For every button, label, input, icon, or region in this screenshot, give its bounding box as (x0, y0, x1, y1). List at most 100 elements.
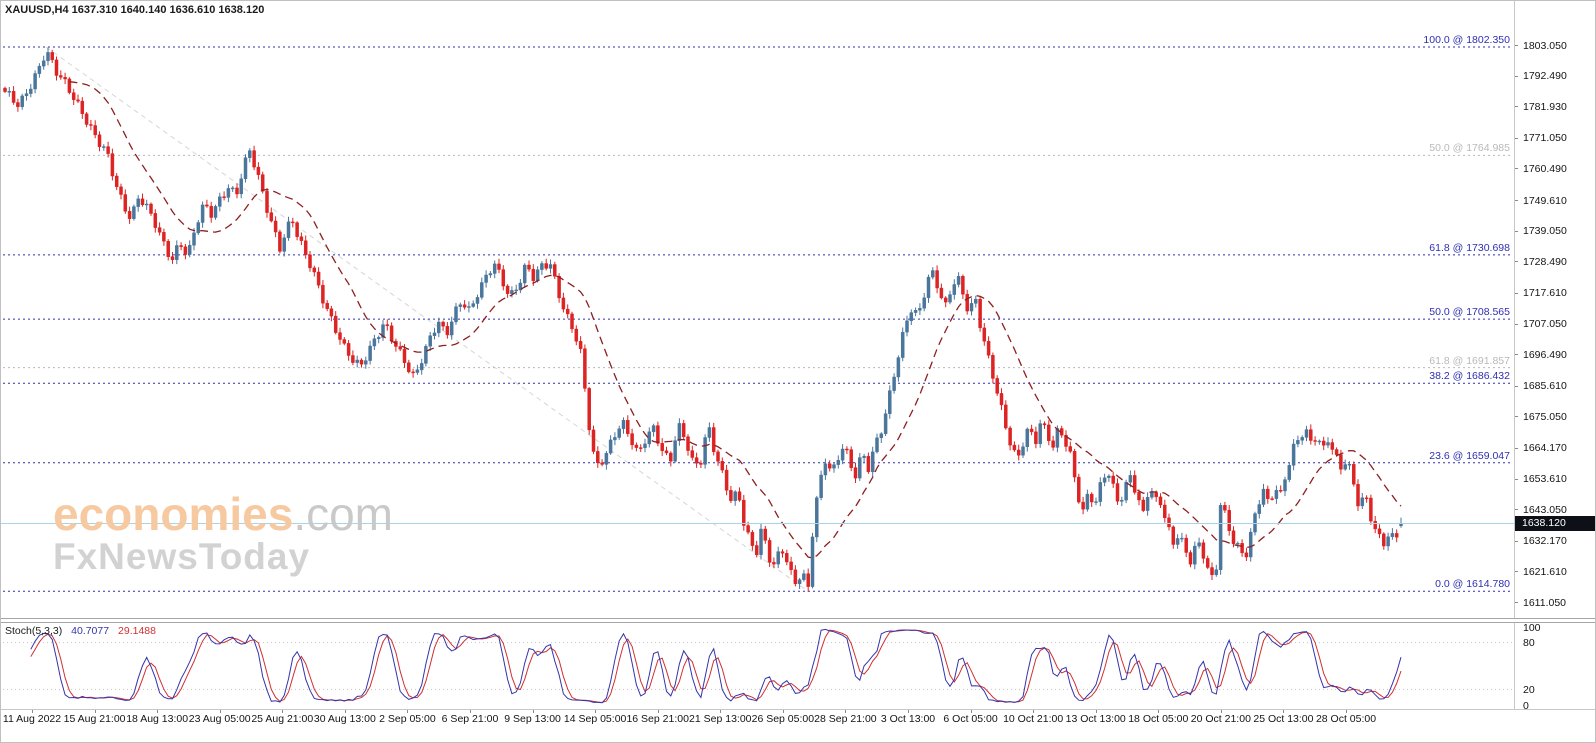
price-axis-separator (1514, 1, 1515, 709)
time-axis-label: 9 Sep 13:00 (504, 713, 561, 725)
fib-level-label: 50.0 @ 1764.985 (1429, 142, 1510, 155)
price-axis-tickmark (1514, 137, 1518, 139)
price-axis-tick-label: 1696.490 (1523, 348, 1567, 361)
price-axis-tickmark (1514, 261, 1518, 263)
time-axis-label: 3 Oct 13:00 (880, 713, 936, 725)
time-axis-label: 28 Sep 21:00 (814, 713, 877, 725)
candlestick-chart-canvas[interactable] (1, 1, 1514, 618)
time-axis-tickmark (407, 709, 409, 713)
price-axis-tickmark (1514, 478, 1518, 480)
watermark-tagline: FxNewsToday (53, 535, 311, 577)
time-axis-tickmark (470, 709, 471, 713)
price-axis-tickmark (1514, 571, 1518, 573)
watermark-brand: economies (53, 488, 294, 540)
price-axis-tick-label: 1781.930 (1523, 100, 1567, 113)
chart-symbol-ohlc: XAUUSD,H4 1637.310 1640.140 1636.610 163… (5, 4, 265, 16)
time-axis-tickmark (344, 709, 346, 713)
time-axis-tickmark (282, 709, 284, 713)
price-axis-tick-label: 1717.610 (1523, 287, 1567, 300)
stoch-axis-label: 80 (1523, 637, 1535, 650)
main-chart-panel[interactable]: economies.com FxNewsToday XAUUSD,H4 1637… (1, 1, 1514, 618)
price-axis-tickmark (1514, 200, 1518, 202)
price-axis-tick-label: 1621.610 (1523, 565, 1567, 578)
time-axis-tickmark (845, 709, 847, 713)
time-axis-label: 10 Oct 21:00 (1003, 713, 1064, 725)
time-axis-label: 21 Sep 13:00 (689, 713, 752, 725)
time-axis-label: 30 Aug 13:00 (313, 713, 376, 725)
time-axis[interactable]: 11 Aug 2022 15 Aug 21:00 18 Aug 13:00 23 Au… (1, 709, 1595, 742)
time-axis-label: 14 Sep 05:00 (563, 713, 627, 725)
time-axis-label: 6 Sep 21:00 (441, 713, 499, 725)
time-axis-tickmark (720, 709, 722, 713)
stochastic-panel[interactable]: Stoch(5,3,3) 40.7077 29.1488 (1, 623, 1514, 709)
time-axis-label: 16 Sep 21:00 (626, 713, 689, 725)
price-axis-tick-label: 1707.050 (1523, 318, 1567, 330)
price-axis-tickmark (1514, 75, 1518, 77)
time-axis-label: 23 Aug 05:00 (188, 713, 251, 725)
price-axis-tickmark (1514, 168, 1518, 170)
time-axis-label: 13 Oct 13:00 (1065, 713, 1126, 725)
time-axis-tickmark (1346, 709, 1347, 713)
price-axis-tick-label: 1664.170 (1523, 442, 1567, 455)
price-axis-tickmark (1514, 45, 1518, 46)
price-axis-tickmark (1514, 447, 1518, 449)
time-axis-label: 2 Sep 05:00 (379, 713, 436, 725)
time-axis-tickmark (782, 709, 784, 713)
time-axis-tickmark (32, 709, 33, 713)
price-axis-tickmark (1514, 106, 1518, 108)
fib-trendline[interactable] (45, 46, 809, 592)
time-axis-label: 15 Aug 21:00 (63, 713, 126, 725)
price-axis-tickmark (1514, 385, 1518, 387)
time-axis-tickmark (595, 709, 597, 713)
price-axis-tickmark (1514, 602, 1518, 603)
stoch-main-line (30, 628, 1402, 704)
stochastic-canvas[interactable] (1, 623, 1514, 709)
stoch-main-value: 40.7077 (71, 625, 110, 637)
fib-level-label: 100.0 @ 1802.350 (1423, 34, 1510, 47)
fib-level-label: 61.8 @ 1730.698 (1429, 241, 1510, 254)
price-axis-tick-label: 1749.610 (1523, 194, 1567, 207)
time-axis-tickmark (219, 709, 221, 713)
time-axis-label: 25 Oct 13:00 (1253, 713, 1314, 725)
time-axis-label: 28 Oct 05:00 (1315, 713, 1377, 725)
price-axis-tick-label: 1760.490 (1523, 162, 1567, 175)
time-axis-tickmark (1220, 709, 1222, 713)
current-price-badge: 1638.120 (1515, 515, 1595, 531)
stoch-label: Stoch(5,3,3) (5, 625, 63, 637)
price-axis-tick-label: 1685.610 (1523, 380, 1567, 393)
fib-level-label: 23.6 @ 1659.047 (1429, 449, 1510, 462)
time-axis-tickmark (908, 709, 909, 713)
price-axis-tickmark (1514, 323, 1518, 325)
watermark: economies.com FxNewsToday (53, 491, 393, 576)
time-axis-label: 18 Oct 05:00 (1128, 713, 1189, 725)
time-axis-label: 20 Oct 21:00 (1190, 713, 1251, 725)
time-axis-tickmark (970, 709, 972, 713)
price-axis-tickmark (1514, 509, 1518, 511)
price-axis-tick-label: 1728.490 (1523, 255, 1567, 268)
time-axis-label: 26 Sep 05:00 (751, 713, 815, 725)
time-axis-label: 11 Aug 2022 (2, 713, 62, 725)
time-axis-tickmark (1033, 709, 1035, 713)
fib-level-label: 61.8 @ 1691.857 (1429, 354, 1510, 367)
price-axis-tick-label: 1653.610 (1523, 473, 1567, 486)
price-axis-tick-label: 1792.490 (1523, 70, 1567, 83)
time-axis-tickmark (532, 709, 534, 713)
time-axis-tickmark (157, 709, 159, 713)
price-axis-tickmark (1514, 354, 1518, 356)
fib-level-label: 0.0 @ 1614.780 (1435, 578, 1510, 591)
price-axis-tick-label: 1675.050 (1523, 410, 1567, 423)
price-axis-tickmark (1514, 416, 1518, 418)
price-axis[interactable]: 1638.120 1803.050 1792.490 1781.930 1771.05… (1514, 1, 1595, 712)
stoch-axis-label: 0 (1523, 699, 1529, 712)
time-axis-label: 18 Aug 13:00 (126, 713, 189, 725)
time-axis-tickmark (1158, 709, 1160, 713)
moving-average-line (69, 81, 1402, 559)
stoch-indicator-header: Stoch(5,3,3) 40.7077 29.1488 (5, 625, 162, 637)
stoch-axis-label: 100 (1523, 621, 1541, 634)
price-axis-tickmark (1514, 540, 1518, 542)
panel-splitter[interactable] (1, 618, 1595, 623)
price-axis-tickmark (1514, 292, 1518, 294)
watermark-brand-line: economies.com (53, 491, 393, 538)
bear-candles-path (3, 52, 1399, 587)
